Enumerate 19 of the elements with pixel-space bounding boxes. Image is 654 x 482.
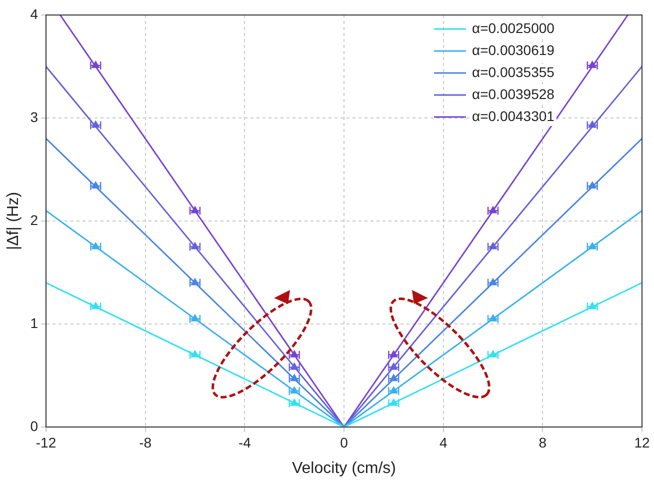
y-tick-label: 3 [30,108,38,125]
x-tick-label: -12 [36,434,56,450]
legend-label: α=0.0025000 [472,20,555,36]
x-tick-label: -4 [238,434,252,450]
y-tick-label: 2 [30,212,38,228]
y-axis-title: |Δf| (Hz) [5,192,22,250]
legend-label: α=0.0039528 [472,86,555,102]
x-tick-label: 12 [634,434,650,450]
y-tick-label: 4 [30,6,38,22]
x-axis-title: Velocity (cm/s) [292,460,396,477]
x-tick-label: -8 [139,434,152,450]
y-tick-label: 0 [30,418,38,434]
y-tick-label: 1 [30,314,38,331]
x-tick-label: 4 [439,434,448,450]
legend-label: α=0.0030619 [472,42,555,58]
legend-label: α=0.0043301 [472,108,555,124]
legend-label: α=0.0035355 [472,64,555,80]
x-tick-label: 8 [538,434,547,450]
x-tick-label: 0 [340,434,348,450]
